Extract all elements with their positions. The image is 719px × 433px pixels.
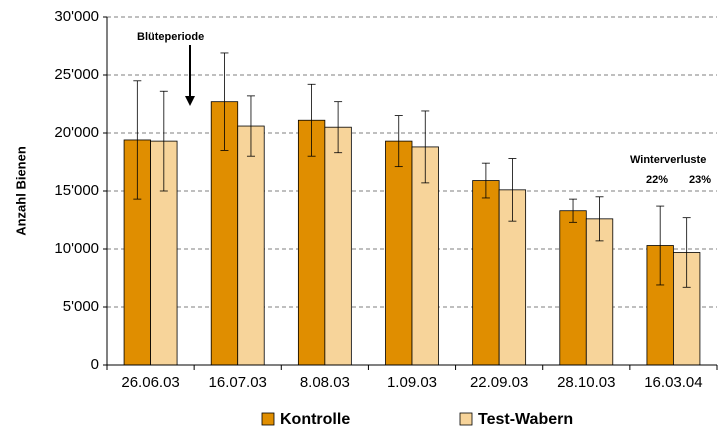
error-bar [220, 52, 229, 151]
annotation: 23% [689, 174, 711, 186]
y-axis-label: Anzahl Bienen [13, 146, 28, 236]
y-tick-label: 10'000 [54, 240, 99, 257]
arrow-head [185, 96, 195, 106]
legend-swatch [459, 412, 473, 426]
bar [559, 210, 587, 366]
legend-swatch [261, 412, 275, 426]
error-bar [307, 83, 316, 157]
bar [297, 119, 326, 366]
bar [472, 180, 500, 366]
x-tick-label: 26.06.03 [121, 374, 179, 391]
error-bar [481, 162, 490, 199]
y-tick-label: 25'000 [54, 66, 99, 83]
annotation: Winterverluste [630, 154, 706, 166]
x-tick-label: 22.09.03 [470, 374, 528, 391]
bar [585, 218, 614, 366]
error-bar [334, 101, 343, 154]
legend-label: Kontrolle [280, 411, 350, 428]
legend-label: Test-Wabern [478, 411, 573, 428]
bar [324, 126, 352, 366]
x-tick-label: 1.09.03 [387, 374, 437, 391]
error-bar [508, 158, 517, 222]
error-bar [595, 196, 604, 242]
y-tick-label: 0 [91, 356, 99, 373]
error-bar [246, 95, 255, 157]
y-tick-label: 20'000 [54, 124, 99, 141]
bar [237, 125, 265, 366]
annotation: 22% [646, 174, 668, 186]
error-bar [394, 115, 403, 168]
x-tick-label: 16.07.03 [209, 374, 267, 391]
error-bar [133, 80, 142, 200]
error-bar [656, 205, 665, 286]
bar [385, 140, 413, 366]
error-bar [682, 217, 691, 288]
error-bar [421, 110, 430, 184]
y-tick-label: 5'000 [63, 298, 99, 315]
x-tick-label: 8.08.03 [300, 374, 350, 391]
annotation: Blüteperiode [137, 31, 204, 43]
x-tick-label: 16.03.04 [644, 374, 702, 391]
y-tick-label: 30'000 [54, 8, 99, 25]
error-bar [569, 198, 578, 223]
x-tick-label: 28.10.03 [557, 374, 615, 391]
error-bar [159, 90, 168, 192]
y-tick-label: 15'000 [54, 182, 99, 199]
